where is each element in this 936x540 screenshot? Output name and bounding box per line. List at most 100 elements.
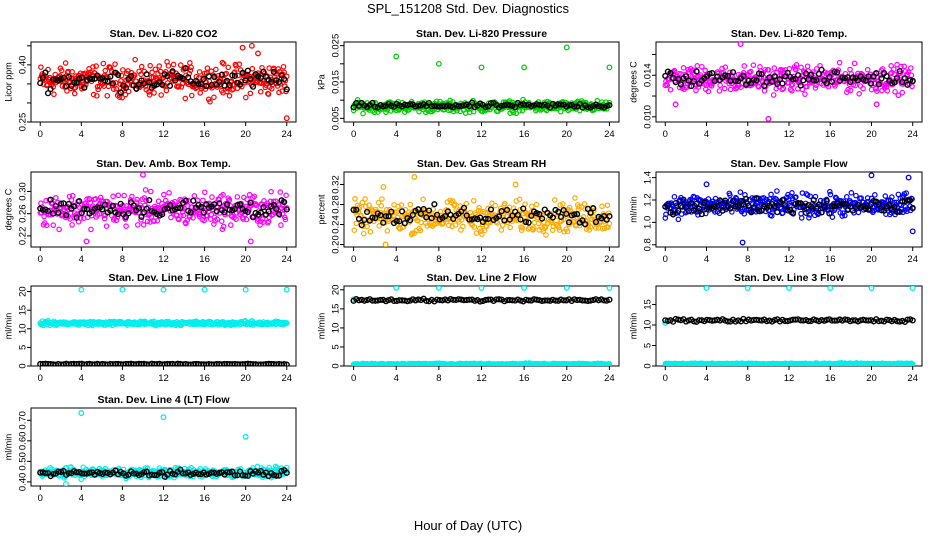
data-point — [473, 230, 480, 236]
hourly-point — [412, 103, 419, 110]
hourly-point — [522, 218, 530, 226]
data-point — [551, 197, 558, 203]
data-point — [874, 88, 880, 94]
data-point — [146, 89, 152, 95]
panel-title: Stan. Dev. Line 2 Flow — [426, 272, 537, 284]
data-point — [118, 72, 125, 79]
x-tick-label: 8 — [745, 254, 750, 265]
hourly-point — [896, 68, 903, 75]
data-point — [100, 60, 107, 67]
hourly-point — [740, 201, 747, 208]
data-point — [765, 67, 772, 73]
hourly-point — [771, 202, 778, 210]
x-tick-label: 8 — [436, 373, 441, 384]
y-tick-label: 0.8 — [643, 238, 654, 251]
hourly-point — [729, 69, 737, 76]
outlier-point — [606, 286, 613, 291]
outlier-point — [672, 101, 679, 108]
x-tick-label: 24 — [604, 129, 615, 140]
hourly-point — [431, 201, 438, 208]
hourly-point — [664, 202, 671, 209]
data-point — [359, 199, 366, 206]
hourly-point — [109, 202, 117, 209]
outlier-point — [827, 286, 834, 292]
hourly-point — [37, 79, 44, 87]
hourly-point — [107, 73, 114, 80]
data-point — [97, 194, 104, 201]
data-point — [165, 63, 172, 69]
data-point — [115, 192, 122, 199]
data-point — [129, 193, 135, 200]
x-tick-label: 16 — [199, 129, 210, 140]
y-tick-label: 0.025 — [331, 34, 342, 58]
data-point — [257, 88, 264, 95]
data-point — [531, 225, 537, 231]
hourly-point — [758, 71, 765, 78]
hourly-point — [81, 84, 88, 91]
data-point — [69, 192, 76, 199]
data-point — [528, 209, 534, 215]
y-tick-label: 15 — [18, 305, 29, 316]
data-point — [482, 210, 489, 216]
data-point — [90, 64, 96, 70]
data-point — [233, 216, 239, 223]
hourly-point — [466, 216, 473, 223]
hourly-point — [875, 201, 882, 208]
hourly-point — [672, 200, 679, 207]
data-point — [528, 203, 535, 210]
data-point — [182, 95, 189, 102]
outlier-point — [905, 174, 912, 181]
outlier-point — [563, 44, 570, 51]
data-point — [246, 191, 253, 198]
hourly-point — [528, 103, 535, 110]
outlier-point — [242, 433, 249, 440]
hourly-point — [447, 103, 454, 110]
x-tick-label: 16 — [825, 254, 836, 265]
data-point — [901, 63, 908, 70]
data-point — [481, 227, 488, 234]
data-point — [762, 66, 768, 73]
hourly-point — [242, 77, 249, 84]
data-point — [516, 196, 523, 203]
data-point — [888, 63, 894, 69]
data-point — [564, 228, 571, 235]
hourly-point — [909, 77, 916, 84]
y-tick-label: 0.40 — [18, 56, 29, 75]
data-point — [851, 60, 858, 67]
data-point — [138, 217, 144, 223]
x-tick-label: 20 — [866, 373, 877, 384]
hourly-point — [512, 104, 519, 111]
data-point — [353, 220, 360, 227]
outlier-point — [606, 64, 613, 71]
data-point — [125, 88, 132, 95]
hourly-point — [669, 211, 677, 218]
data-point — [102, 67, 109, 74]
data-point — [501, 200, 508, 207]
hourly-point — [369, 214, 376, 221]
hourly-point — [503, 101, 511, 108]
data-point — [376, 223, 383, 229]
data-point — [87, 199, 94, 206]
hourly-point — [99, 206, 106, 213]
y-tick-label: 0.22 — [18, 227, 29, 246]
x-tick-label: 8 — [120, 254, 125, 265]
data-point — [843, 194, 850, 200]
hourly-point — [177, 204, 184, 212]
hourly-point — [423, 297, 430, 304]
data-point — [856, 91, 862, 97]
data-point — [789, 87, 795, 94]
data-point — [134, 196, 140, 203]
data-point — [147, 62, 153, 69]
outlier-point — [140, 172, 146, 178]
data-point — [572, 195, 578, 201]
hourly-point — [283, 206, 290, 213]
hourly-point — [675, 207, 682, 214]
data-point — [543, 232, 549, 238]
data-point — [598, 218, 605, 225]
hourly-point — [89, 75, 96, 83]
hourly-point — [587, 209, 594, 216]
data-point — [527, 211, 534, 218]
data-point — [737, 189, 744, 195]
